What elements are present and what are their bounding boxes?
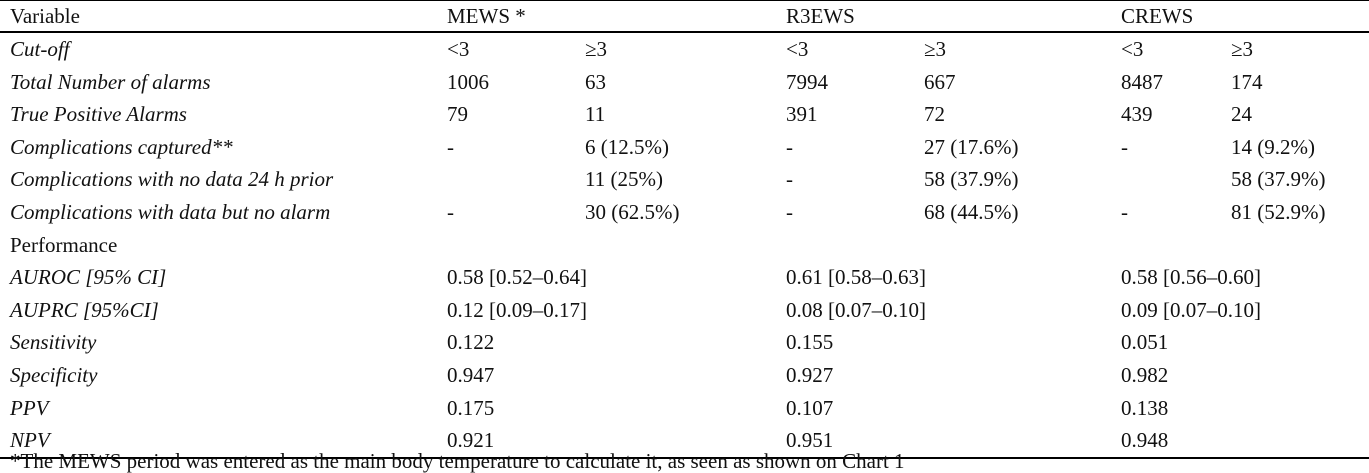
table-cell: - [447,134,454,159]
table-cell: 0.122 [447,330,495,355]
table-cell [1121,229,1231,262]
table-cell: 0.138 [1121,395,1169,420]
table-cell: <3 [786,37,809,61]
table-cell: 0.927 [786,362,834,387]
table-cell [786,229,924,262]
table-body: Cut-off <3 ≥3 <3 ≥3 <3 ≥3 Total Number of alarm… [0,32,1369,459]
table-row: NPV 0.921 0.951 0.948 [0,424,1369,459]
table-cell [585,229,786,262]
row-label: Complications with no data 24 h prior [10,167,334,192]
footnote: *The MEWS period was entered as the main… [10,449,905,473]
table-cell: 27 (17.6%) [924,134,1019,159]
table-row: Total Number of alarms 1006 63 7994 667 8487 1… [0,66,1369,99]
table-row: True Positive Alarms 79 11 391 72 439 24 [0,98,1369,131]
results-table-container: Variable MEWS * R3EWS CREWS Cut-off <3 ≥3 <… [0,0,1369,459]
table-cell: ≥3 [1231,37,1254,61]
table-cell: 0.58 [0.52–0.64] [447,265,587,290]
table-cell: 63 [585,69,606,94]
table-cell: 439 [1121,102,1153,127]
table-row: Complications with no data 24 h prior 11 … [0,163,1369,196]
header-variable: Variable [0,0,447,33]
table-cell: ≥3 [924,37,947,61]
table-cell: ≥3 [585,37,608,61]
header-row: Variable MEWS * R3EWS CREWS [0,0,1369,33]
table-cell: - [1121,134,1128,159]
table-cell: - [786,167,793,192]
table-cell: 24 [1231,102,1252,127]
table-row: Sensitivity 0.122 0.155 0.051 [0,326,1369,359]
table-row: AUPRC [95%CI] 0.12 [0.09–0.17] 0.08 [0.07–… [0,294,1369,327]
table-cell: 11 (25%) [585,167,663,192]
row-label: Performance [10,232,118,257]
table-cell: 0.61 [0.58–0.63] [786,265,926,290]
header-mews: MEWS * [447,0,786,33]
table-row: Complications with data but no alarm - 30 … [0,196,1369,229]
table-cell: 0.58 [0.56–0.60] [1121,265,1261,290]
row-label: NPV [0,424,447,459]
header-r3ews: R3EWS [786,0,1121,33]
row-label: Cut-off [10,37,70,61]
table-row: Specificity 0.947 0.927 0.982 [0,359,1369,392]
table-cell: 30 (62.5%) [585,199,680,224]
row-label: AUROC [95% CI] [10,265,167,290]
table-cell: 6 (12.5%) [585,134,669,159]
row-label: Complications captured** [10,134,233,159]
table-cell [447,163,585,196]
results-table: Variable MEWS * R3EWS CREWS Cut-off <3 ≥3 <… [0,0,1369,459]
row-label: True Positive Alarms [10,102,187,127]
table-cell: 0.08 [0.07–0.10] [786,297,926,322]
table-cell [924,229,1121,262]
table-row: PPV 0.175 0.107 0.138 [0,392,1369,425]
table-cell: <3 [447,37,470,61]
table-cell: 391 [786,102,818,127]
table-cell: 0.982 [1121,362,1169,387]
table-cell [1231,229,1369,262]
table-cell: 11 [585,102,606,127]
table-cell [1121,163,1231,196]
table-row: Complications captured** - 6 (12.5%) - 27 (1… [0,131,1369,164]
row-label: Specificity [10,362,98,387]
table-cell: 0.09 [0.07–0.10] [1121,297,1261,322]
table-cell: - [786,199,793,224]
table-cell: 14 (9.2%) [1231,134,1315,159]
table-cell: 68 (44.5%) [924,199,1019,224]
table-cell: 0.951 [786,424,1121,459]
table-cell: <3 [1121,37,1144,61]
table-cell: 0.12 [0.09–0.17] [447,297,587,322]
table-cell: 1006 [447,69,489,94]
table-cell: 0.948 [1121,424,1369,459]
table-cell: 667 [924,69,956,94]
table-cell [447,229,585,262]
table-cell: 0.175 [447,395,495,420]
table-cell: - [1121,199,1128,224]
table-row: Performance [0,229,1369,262]
row-label: PPV [10,395,49,420]
table-cell: - [447,199,454,224]
table-cell: 8487 [1121,69,1163,94]
table-cell: - [786,134,793,159]
row-label: Complications with data but no alarm [10,199,331,224]
table-cell: 0.107 [786,395,834,420]
table-cell: 0.921 [447,424,786,459]
row-label: Sensitivity [10,330,97,355]
table-cell: 79 [447,102,468,127]
table-cell: 174 [1231,69,1263,94]
table-row: Cut-off <3 ≥3 <3 ≥3 <3 ≥3 [0,32,1369,66]
table-row: AUROC [95% CI] 0.58 [0.52–0.64] 0.61 [0.58… [0,261,1369,294]
table-cell: 0.051 [1121,330,1169,355]
table-cell: 58 (37.9%) [924,167,1019,192]
table-cell: 0.155 [786,330,834,355]
header-crews: CREWS [1121,0,1369,33]
table-cell: 0.947 [447,362,495,387]
table-cell: 58 (37.9%) [1231,167,1326,192]
table-cell: 72 [924,102,945,127]
row-label: AUPRC [95%CI] [10,297,159,322]
table-cell: 7994 [786,69,828,94]
row-label: Total Number of alarms [10,69,211,94]
table-cell: 81 (52.9%) [1231,199,1326,224]
